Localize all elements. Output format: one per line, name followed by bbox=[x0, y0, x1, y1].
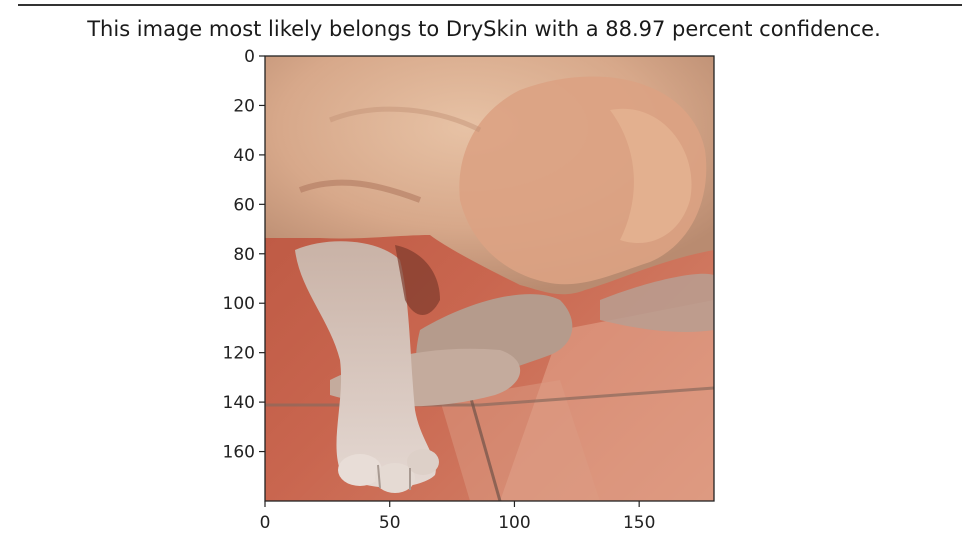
y-tick-label: 0 bbox=[244, 47, 255, 67]
y-tick-label: 120 bbox=[223, 344, 255, 364]
x-axis: 0 50 100 150 bbox=[260, 501, 655, 533]
dog-photo bbox=[265, 56, 714, 501]
y-tick-label: 80 bbox=[233, 245, 255, 265]
x-tick-label: 0 bbox=[260, 513, 271, 533]
y-tick-label: 40 bbox=[233, 146, 255, 166]
y-tick-label: 140 bbox=[223, 393, 255, 413]
y-tick-label: 20 bbox=[233, 96, 255, 116]
chart-title: This image most likely belongs to DrySki… bbox=[87, 17, 881, 41]
y-tick-label: 160 bbox=[223, 443, 255, 463]
axes-frame bbox=[264, 55, 715, 502]
y-axis: 0 20 40 60 80 100 120 140 160 bbox=[223, 47, 265, 463]
x-tick-label: 100 bbox=[498, 513, 530, 533]
x-tick-label: 50 bbox=[379, 513, 401, 533]
top-divider-line bbox=[18, 4, 962, 6]
y-tick-label: 60 bbox=[233, 195, 255, 215]
y-tick-label: 100 bbox=[223, 294, 255, 314]
x-tick-label: 150 bbox=[623, 513, 655, 533]
